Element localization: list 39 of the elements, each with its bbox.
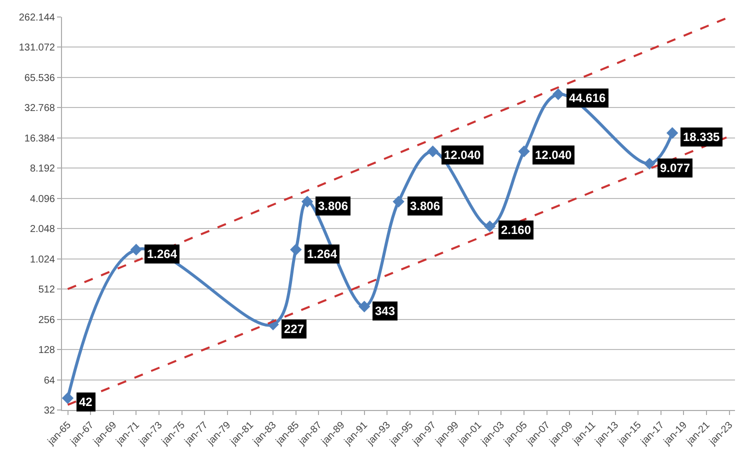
y-tick-label: 2.048 xyxy=(30,224,56,236)
point xyxy=(426,146,439,158)
data-label: 2.160 xyxy=(501,223,532,237)
data-label: 3.806 xyxy=(318,199,348,213)
y-tick-label: 128 xyxy=(38,345,56,356)
y-tick-label: 8.192 xyxy=(30,164,56,175)
point xyxy=(301,196,314,208)
point xyxy=(552,88,564,100)
data-label: 44.616 xyxy=(569,91,606,105)
y-tick-label: 131.072 xyxy=(18,42,56,54)
y-tick-label: 32.768 xyxy=(24,103,56,114)
y-tick-label: 256 xyxy=(38,314,56,326)
y-tick-label: 32 xyxy=(44,406,56,416)
data-label: 12.040 xyxy=(444,148,482,162)
point xyxy=(358,300,370,312)
data-label: 227 xyxy=(284,322,304,336)
y-tick-label: 512 xyxy=(38,284,56,296)
y-tick-label: 4.096 xyxy=(30,194,56,205)
data-label: 18.335 xyxy=(683,130,720,144)
point xyxy=(666,127,678,139)
y-tick-label: 16.384 xyxy=(24,133,56,144)
point xyxy=(290,244,302,256)
point xyxy=(518,146,530,158)
y-tick-label: 262.144 xyxy=(18,12,56,24)
data-label: 3.806 xyxy=(410,199,440,213)
data-label: 42 xyxy=(79,395,93,409)
point xyxy=(392,196,404,208)
point xyxy=(62,392,74,404)
data-label: 343 xyxy=(375,304,396,318)
data-label: 1.264 xyxy=(147,247,178,261)
point xyxy=(644,158,656,170)
data-label: 12.040 xyxy=(535,148,572,162)
point xyxy=(484,220,496,232)
point xyxy=(130,244,142,256)
data-label: 9.077 xyxy=(660,161,690,175)
y-tick-label: 64 xyxy=(44,375,56,386)
y-tick-label: 1.024 xyxy=(30,254,56,266)
y-tick-label: 65.536 xyxy=(24,72,56,84)
data-label: 1.264 xyxy=(307,247,338,261)
